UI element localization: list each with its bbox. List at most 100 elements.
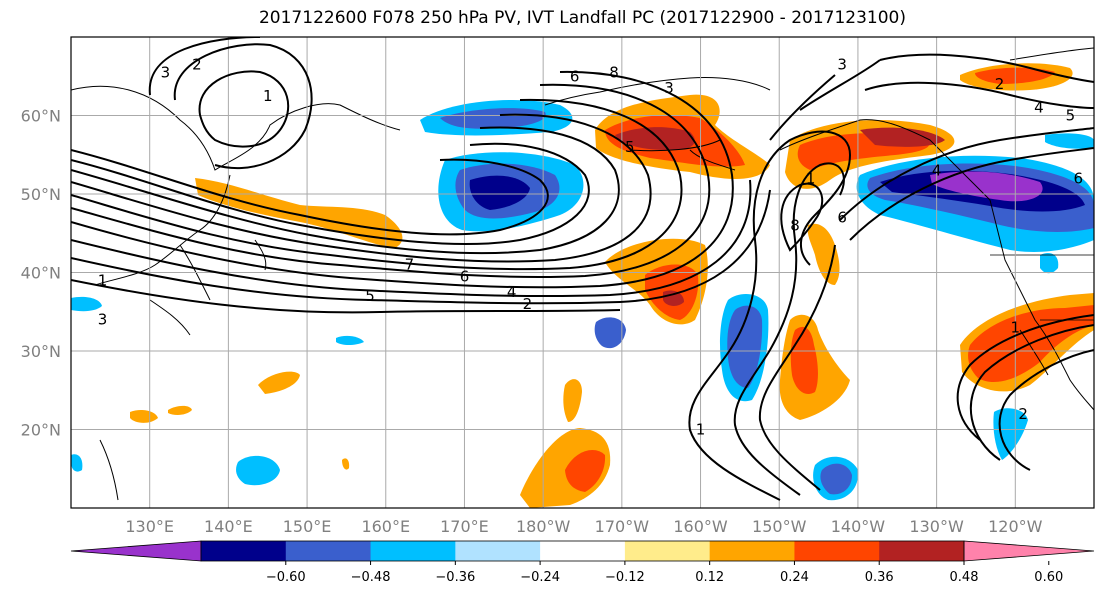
- contour-label: 1: [1011, 318, 1021, 336]
- positive-anomaly-region: [807, 223, 840, 285]
- negative-anomaly-region: [236, 455, 280, 486]
- positive-anomaly-region: [615, 127, 695, 150]
- colorbar-tick-label: 0.36: [865, 570, 894, 585]
- colorbar-segment: [794, 541, 880, 561]
- positive-anomaly-region: [563, 379, 582, 422]
- contour-label: 5: [365, 287, 375, 305]
- lon-tick-label: 160°W: [673, 517, 728, 536]
- colorbar-tick-label: −0.36: [435, 570, 475, 585]
- pv-contour: [71, 279, 621, 314]
- negative-anomaly-region: [1040, 252, 1059, 274]
- colorbar-segment: [624, 541, 711, 561]
- latitude-labels: 20°N 30°N 40°N 50°N 60°N: [21, 107, 61, 440]
- chart-title: 2017122600 F078 250 hPa PV, IVT Landfall…: [258, 8, 906, 28]
- pv-contour: [71, 126, 620, 255]
- lon-tick-label: 170°W: [595, 517, 650, 536]
- pv-contour: [769, 74, 836, 141]
- lat-tick-label: 20°N: [21, 421, 61, 440]
- contour-label: 8: [790, 216, 800, 234]
- contour-label: 1: [696, 421, 706, 439]
- colorbar-extend-max: [963, 540, 1095, 562]
- contour-label: 6: [837, 209, 847, 227]
- contour-label: 3: [664, 79, 674, 97]
- lon-tick-label: 120°W: [988, 517, 1043, 536]
- lon-tick-label: 130°E: [125, 517, 174, 536]
- negative-anomaly-region: [336, 335, 364, 345]
- pv-contour: [879, 53, 1094, 83]
- contour-label: 5: [625, 138, 635, 156]
- negative-anomaly-region: [820, 463, 852, 495]
- negative-anomaly-region: [594, 317, 626, 349]
- contour-label: 6: [1073, 169, 1083, 187]
- negative-anomaly-region: [727, 305, 763, 388]
- pv-contour: [969, 324, 1094, 461]
- colorbar-labels: −0.60 −0.48 −0.36 −0.24 −0.12 0.12 0.24 0.36 0.4…: [266, 570, 1063, 585]
- lon-tick-label: 150°W: [752, 517, 807, 536]
- pv-contour: [839, 127, 1094, 221]
- positive-anomaly-region: [860, 127, 945, 147]
- colorbar-segment: [879, 541, 965, 561]
- pv-contour: [71, 142, 590, 246]
- contour-label: 6: [460, 267, 470, 285]
- negative-anomaly-region: [469, 175, 530, 210]
- negative-anomaly-region: [1045, 133, 1094, 149]
- contour-label: 6: [570, 67, 580, 85]
- colorbar-segment: [285, 541, 372, 561]
- longitude-labels: 130°E 140°E 150°E 160°E 170°E 180°W 170°W 160°W…: [125, 517, 1042, 536]
- contour-label: 8: [609, 63, 619, 81]
- colorbar-tick-label: 0.24: [780, 570, 809, 585]
- contour-label: 4: [932, 161, 942, 179]
- contour-label: 4: [507, 283, 517, 301]
- contour-label: 1: [263, 87, 273, 105]
- colorbar-tick-label: −0.12: [605, 570, 645, 585]
- contour-label: 2: [192, 55, 202, 73]
- positive-anomaly-region: [168, 405, 192, 415]
- positive-anomaly-region: [195, 178, 403, 248]
- colorbar-outline: [200, 540, 965, 562]
- pv-contour: [956, 314, 1094, 441]
- lat-tick-label: 60°N: [21, 107, 61, 126]
- positive-anomaly-region: [790, 326, 818, 395]
- colorbar-segment: [540, 541, 626, 561]
- pv-contour: [71, 98, 683, 271]
- lon-tick-label: 160°E: [361, 517, 410, 536]
- positive-anomaly-region: [258, 371, 300, 394]
- positive-anomaly-region: [130, 410, 158, 423]
- pv-contour: [799, 59, 881, 111]
- contour-label: 2: [1018, 405, 1028, 423]
- colorbar-extend-min: [70, 540, 202, 562]
- colorbar-segment: [455, 541, 541, 561]
- pv-contour: [198, 70, 290, 148]
- lon-tick-label: 130°W: [909, 517, 964, 536]
- lat-tick-label: 30°N: [21, 342, 61, 361]
- pv-contour: [71, 189, 771, 305]
- pv-contour: [733, 162, 845, 496]
- pv-contour: [849, 147, 1094, 241]
- colorbar-tick-label: 0.48: [950, 570, 979, 585]
- contour-label: 2: [995, 75, 1005, 93]
- pv-contour: [71, 70, 734, 289]
- negative-anomaly-region: [440, 108, 546, 129]
- map-frame: [70, 36, 1095, 509]
- contour-label: 2: [523, 295, 533, 313]
- colorbar-tick-label: 0.60: [1034, 570, 1063, 585]
- lon-tick-label: 180°W: [516, 517, 571, 536]
- contour-label: 5: [1066, 107, 1076, 125]
- positive-anomaly-region: [565, 450, 606, 492]
- pv-contour: [998, 349, 1094, 471]
- contour-label: 3: [161, 63, 171, 81]
- pv-contour: [71, 179, 752, 298]
- colorbar-tick-label: −0.24: [520, 570, 560, 585]
- negative-anomaly-region: [71, 296, 102, 312]
- pv-contour: [688, 130, 852, 501]
- positive-anomaly-region: [342, 458, 350, 470]
- contour-label: 3: [98, 311, 108, 329]
- alaska-coastline: [544, 47, 1094, 201]
- pv-contour: [71, 83, 711, 279]
- colorbar-tick-label: 0.12: [695, 570, 724, 585]
- contour-label: 4: [1034, 99, 1044, 117]
- pv-contour: [780, 182, 824, 252]
- pv-contour: [864, 81, 1094, 109]
